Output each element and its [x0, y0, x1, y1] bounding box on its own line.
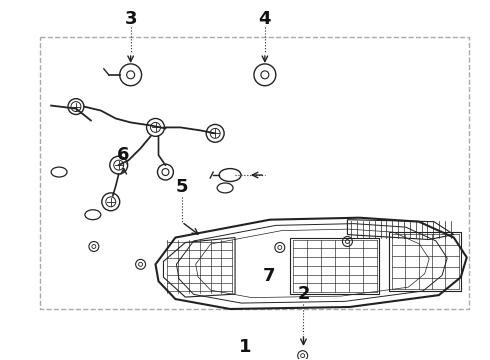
- Text: 5: 5: [175, 178, 188, 196]
- Text: 6: 6: [117, 146, 129, 164]
- Text: 7: 7: [263, 267, 275, 285]
- Text: 1: 1: [239, 338, 251, 356]
- Text: 3: 3: [124, 10, 137, 28]
- Text: 2: 2: [297, 285, 310, 303]
- Bar: [40, 37, 469, 309]
- Bar: [290, 238, 379, 294]
- Text: 4: 4: [259, 10, 271, 28]
- Bar: [389, 231, 461, 291]
